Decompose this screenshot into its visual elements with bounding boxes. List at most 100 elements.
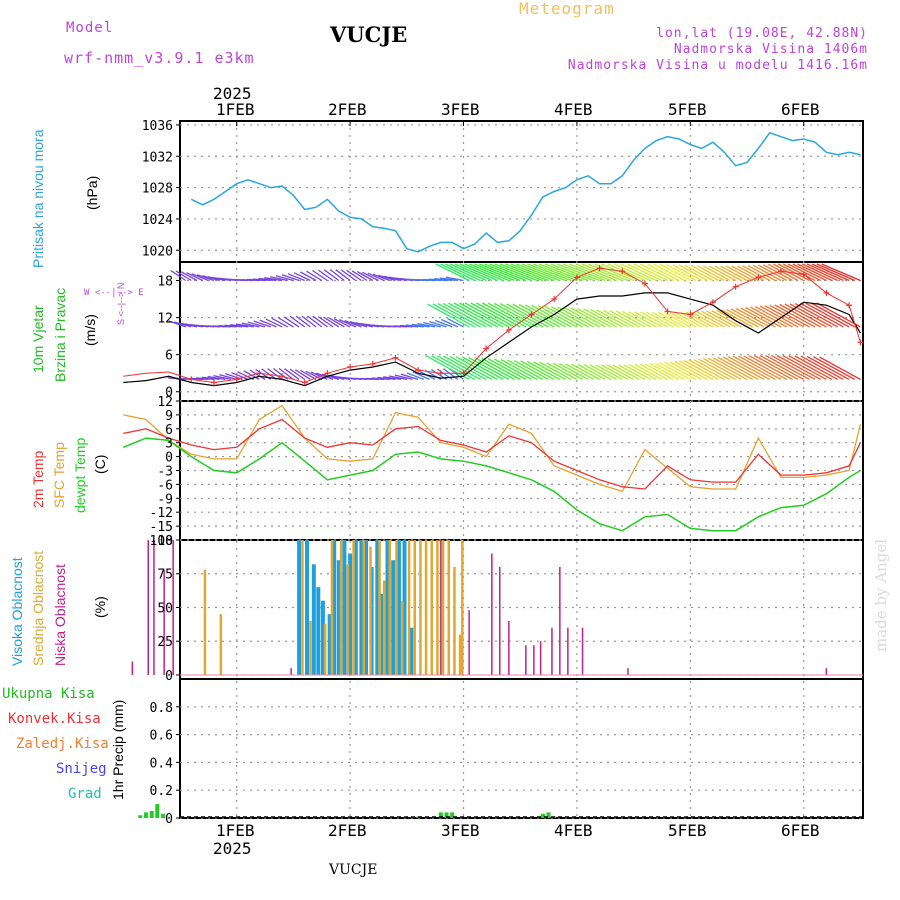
date-label-bottom-1: 1FEB [216, 821, 255, 840]
wind-barb [306, 270, 323, 282]
wind-barb [789, 303, 833, 328]
wind-barb [213, 374, 232, 381]
dewpoint-line [123, 437, 861, 532]
wind-barb [690, 265, 719, 282]
cloud-bar [301, 540, 304, 675]
wind-barb [590, 308, 623, 328]
wind-barb [788, 355, 833, 380]
cloud-bar [147, 540, 149, 675]
wind-barb [196, 377, 215, 381]
wind-barb [449, 355, 493, 380]
wind-barb [777, 263, 810, 282]
cloud-bar [395, 540, 398, 675]
wind-barb [678, 264, 708, 282]
wind-barb [644, 363, 674, 380]
wind-barb [470, 302, 515, 328]
wind-barb [515, 263, 561, 282]
wind-barb [742, 265, 771, 282]
cloud-bar [153, 540, 155, 675]
wind-barb [615, 310, 646, 328]
wind-barb [806, 263, 844, 282]
wind-barb [550, 263, 595, 282]
wind-gust-marker [619, 268, 626, 275]
wind-barb [782, 355, 827, 380]
y-tick-label: 0.4 [150, 756, 174, 771]
wind-barb [537, 305, 578, 328]
cloud-bar [409, 627, 414, 675]
wind-barb [821, 263, 861, 282]
cloud-bar [352, 540, 355, 675]
cloud-bar [468, 610, 470, 675]
wind-barb [752, 264, 782, 282]
wind-barb [759, 305, 799, 328]
wind-barb [701, 310, 731, 328]
wind-barb [620, 263, 657, 282]
cloud-bar [458, 634, 462, 675]
wind-barb [787, 263, 821, 282]
cloud-bar [342, 540, 347, 675]
year-label-bottom: 2025 [213, 839, 252, 858]
y-tick-label: 1036 [142, 119, 173, 134]
wind-barb [312, 315, 328, 328]
wind-barb [563, 307, 600, 328]
wind-gust-marker [460, 370, 467, 377]
wind-barb [180, 271, 198, 282]
wind-barb [557, 306, 595, 328]
y-tick-label: 25 [157, 635, 173, 650]
cloud-bar [447, 540, 450, 675]
wind-barb [802, 263, 838, 282]
wind-barb [317, 316, 334, 328]
cloud-bar [131, 661, 134, 675]
wind-barb [443, 355, 487, 380]
wind-barb [717, 356, 759, 380]
cloud-bar [348, 553, 353, 675]
wind-barb [289, 315, 306, 328]
wind-barb [750, 306, 788, 328]
wind-gust-marker [857, 339, 864, 346]
wind-barb [707, 357, 748, 380]
wind-barb [432, 303, 476, 328]
cloud-bar [378, 540, 381, 675]
y-tick-label: -6 [157, 478, 173, 493]
precip-legend-snow: Snijeg [56, 761, 107, 777]
cloud-bar [407, 540, 411, 675]
cloud-bar [336, 560, 341, 675]
wind-barb [738, 355, 782, 380]
y-tick-label: 6 [165, 423, 173, 438]
wind-barb [819, 356, 861, 380]
wind-barb [510, 263, 555, 282]
wind-barb [253, 320, 271, 328]
wind-barb [333, 318, 351, 328]
wind-barb [550, 306, 589, 328]
wind-barb [703, 358, 742, 380]
y-tick-label: -18 [150, 534, 173, 549]
wind-barb [812, 356, 856, 380]
wind-gust-marker [823, 289, 830, 296]
wind-barb [669, 361, 702, 380]
wind-barb [455, 356, 498, 380]
wind-barb [618, 364, 646, 380]
wind-barb [207, 375, 226, 381]
cloud-bar [379, 594, 384, 675]
date-label-top-6: 6FEB [781, 100, 820, 119]
wind-gust-marker [324, 370, 331, 377]
y-tick-label: 3 [165, 437, 173, 452]
cloud-bar [491, 553, 493, 675]
y-tick-label: 1020 [142, 244, 173, 259]
wind-barb [445, 276, 464, 282]
wind-gust-marker [505, 326, 512, 333]
wind-barb [484, 263, 527, 282]
cloud-bar [203, 569, 207, 675]
wind-barb [565, 363, 595, 380]
wind-barb [230, 324, 249, 328]
y-tick-label: 0 [165, 812, 173, 827]
cloud-bar [551, 627, 553, 675]
wind-barb [810, 302, 856, 328]
wind-barb [730, 308, 765, 328]
precip-panel [179, 678, 864, 819]
wind-barb [646, 311, 674, 328]
wind-barb [646, 263, 680, 282]
wind-barb [532, 263, 578, 282]
lonlat-label: lon,lat (19.08E, 42.88N) [656, 26, 868, 41]
wind-barb [464, 302, 510, 328]
